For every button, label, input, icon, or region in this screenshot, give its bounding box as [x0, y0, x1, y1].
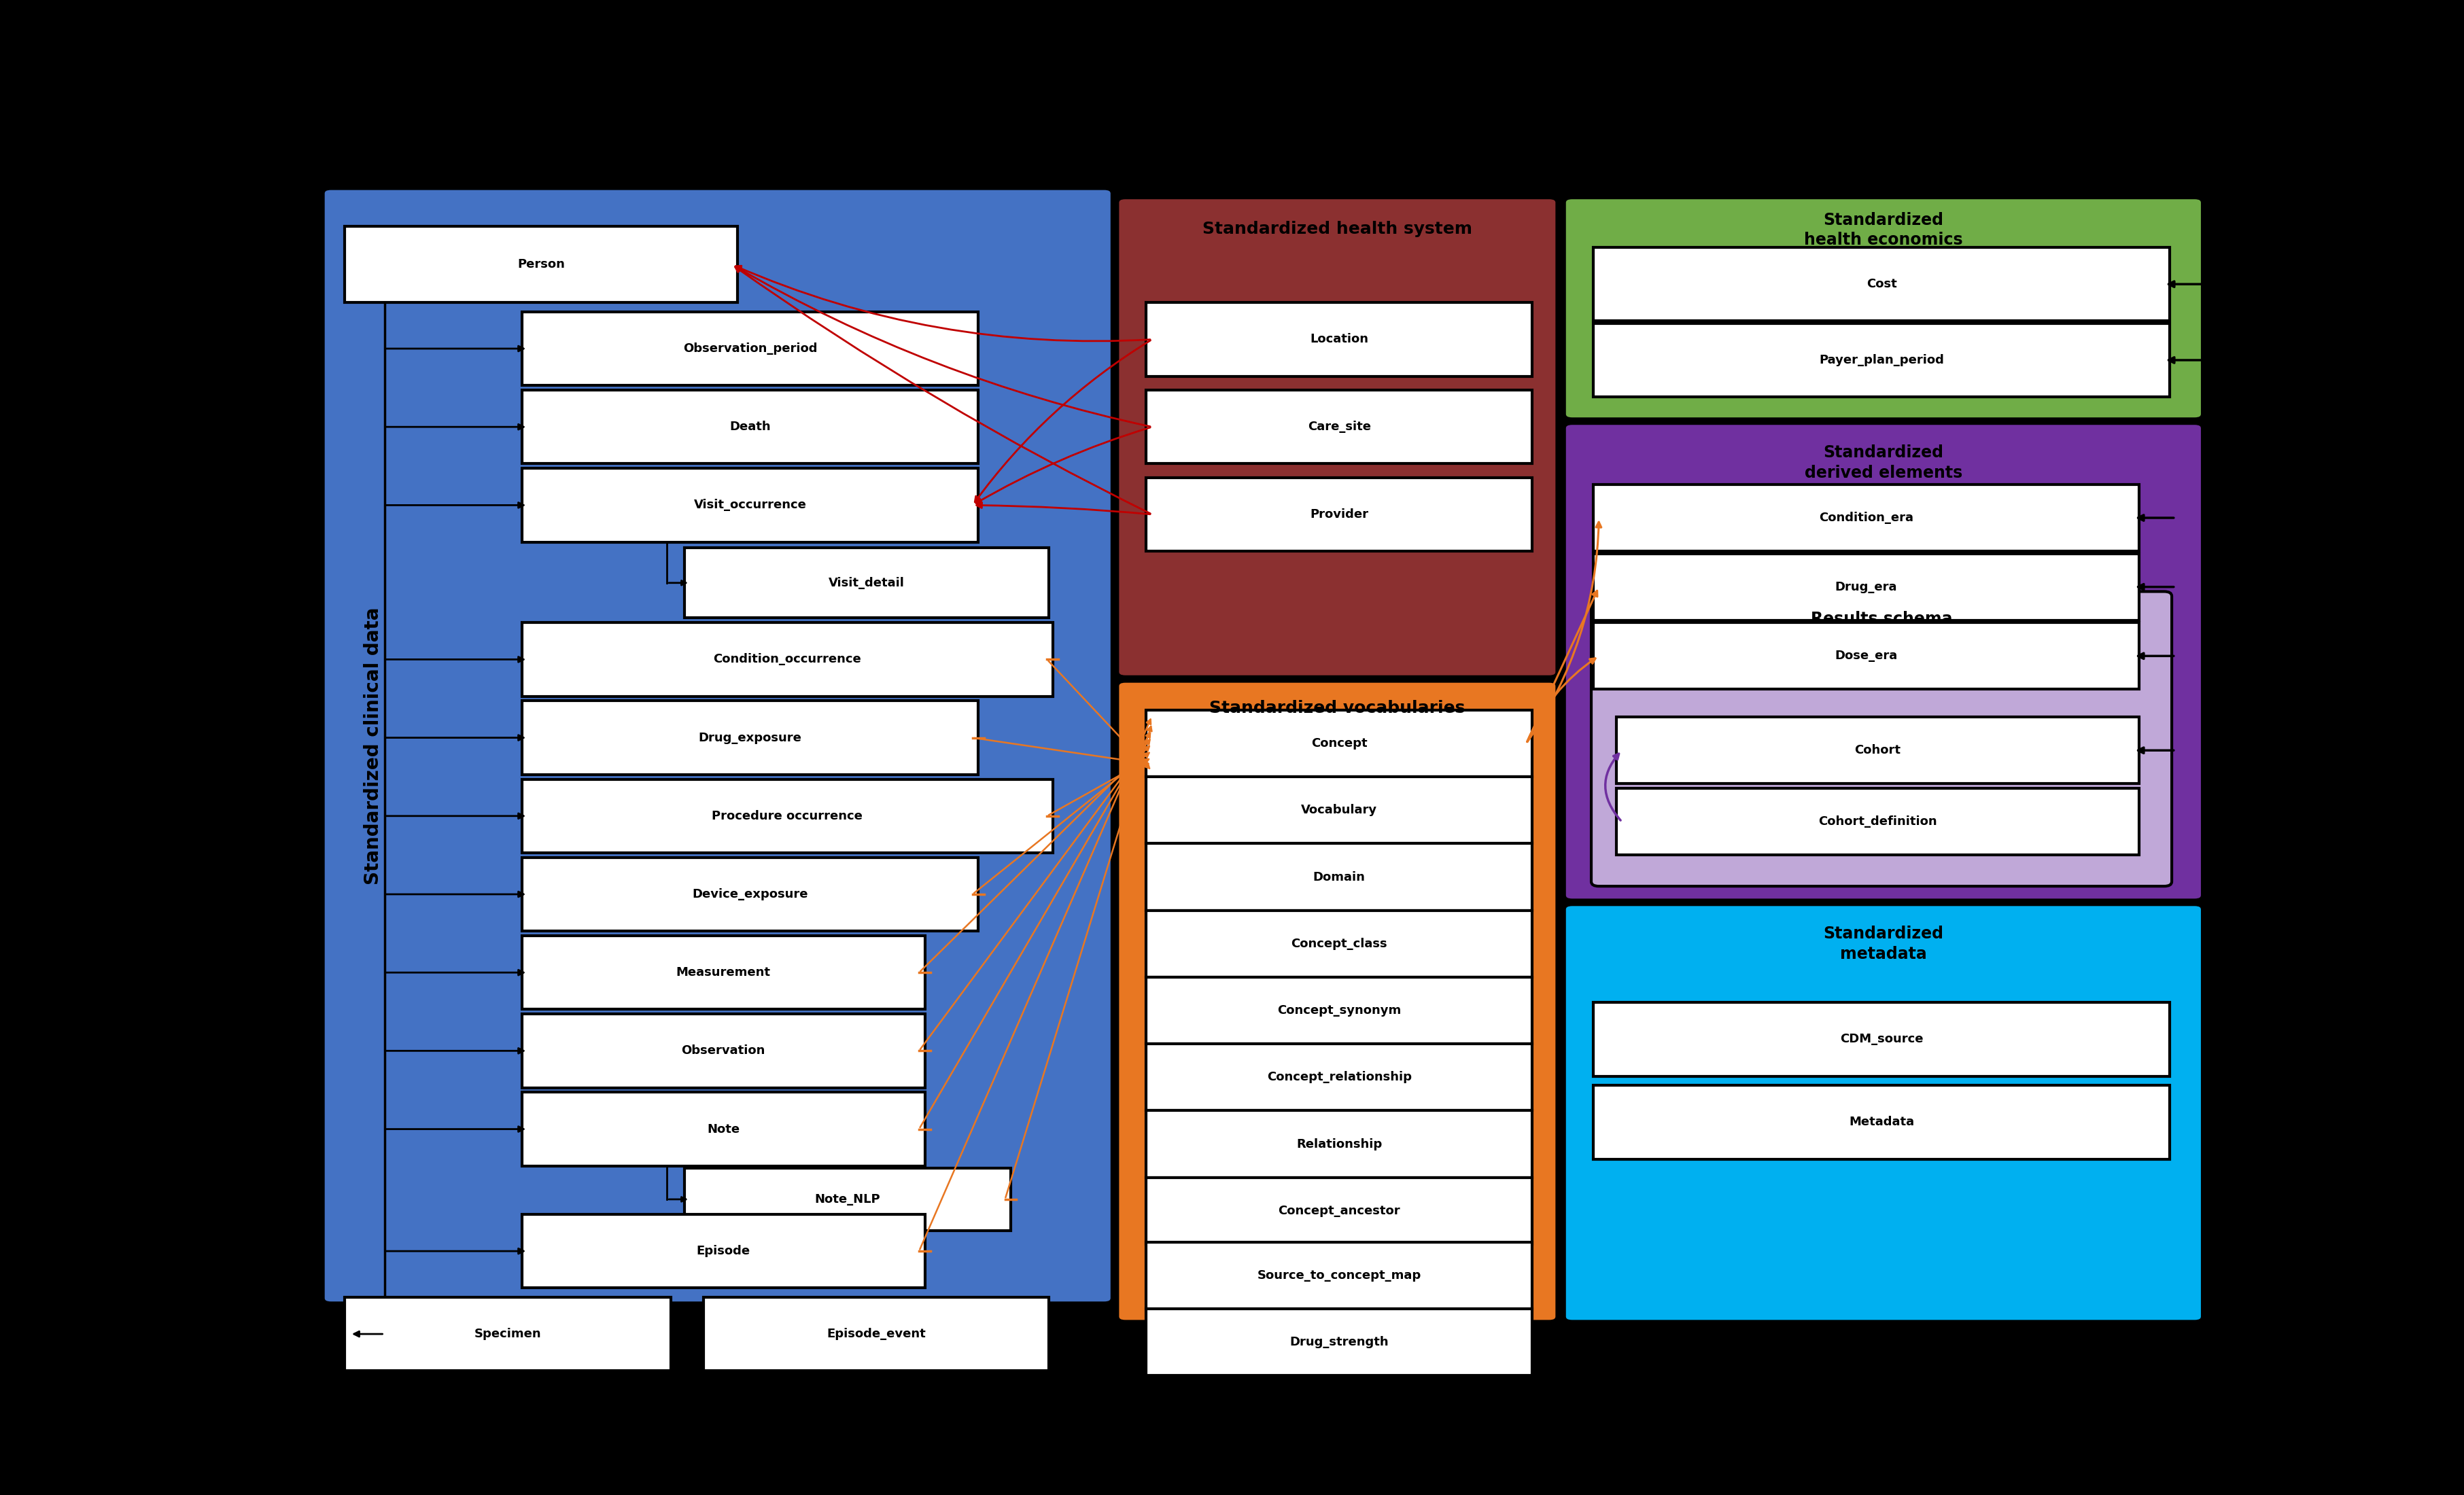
Text: Domain: Domain	[1313, 872, 1365, 884]
FancyBboxPatch shape	[1146, 390, 1533, 463]
Text: Concept_ancestor: Concept_ancestor	[1279, 1205, 1400, 1217]
FancyBboxPatch shape	[1119, 197, 1557, 677]
Text: Episode_event: Episode_event	[825, 1328, 926, 1340]
FancyBboxPatch shape	[1146, 477, 1533, 552]
FancyBboxPatch shape	[685, 1168, 1010, 1230]
FancyBboxPatch shape	[1592, 592, 2171, 887]
Text: Concept: Concept	[1311, 737, 1368, 749]
FancyBboxPatch shape	[1119, 682, 1557, 1322]
FancyBboxPatch shape	[1565, 423, 2203, 900]
FancyBboxPatch shape	[1146, 1242, 1533, 1308]
FancyBboxPatch shape	[702, 1298, 1050, 1371]
Text: Payer_plan_period: Payer_plan_period	[1818, 354, 1944, 366]
Text: Device_exposure: Device_exposure	[692, 888, 808, 900]
Text: Cohort: Cohort	[1855, 745, 1900, 756]
Text: Relationship: Relationship	[1296, 1138, 1382, 1150]
FancyBboxPatch shape	[1594, 553, 2139, 620]
Text: Concept_class: Concept_class	[1291, 937, 1387, 949]
Text: Care_site: Care_site	[1308, 420, 1370, 434]
FancyBboxPatch shape	[522, 622, 1052, 697]
FancyBboxPatch shape	[323, 188, 1111, 1304]
Text: Specimen: Specimen	[473, 1328, 542, 1340]
FancyBboxPatch shape	[1146, 843, 1533, 910]
Text: Measurement: Measurement	[675, 966, 771, 979]
Text: Visit_detail: Visit_detail	[828, 577, 904, 589]
FancyBboxPatch shape	[1616, 718, 2139, 783]
FancyBboxPatch shape	[1594, 622, 2139, 689]
Text: CDM_source: CDM_source	[1841, 1033, 1922, 1045]
Text: Death: Death	[729, 420, 771, 434]
Text: Standardized health system: Standardized health system	[1202, 221, 1471, 238]
FancyBboxPatch shape	[1594, 1085, 2171, 1159]
FancyBboxPatch shape	[685, 547, 1050, 617]
FancyBboxPatch shape	[522, 312, 978, 386]
Text: Concept_relationship: Concept_relationship	[1266, 1072, 1412, 1084]
FancyBboxPatch shape	[522, 701, 978, 774]
FancyBboxPatch shape	[345, 227, 737, 302]
FancyBboxPatch shape	[1565, 197, 2203, 419]
Text: Note_NLP: Note_NLP	[816, 1193, 880, 1205]
Text: Standardized
derived elements: Standardized derived elements	[1804, 444, 1961, 481]
Text: Metadata: Metadata	[1848, 1117, 1915, 1129]
Text: Standardized vocabularies: Standardized vocabularies	[1210, 700, 1466, 716]
FancyBboxPatch shape	[1146, 302, 1533, 377]
Text: Location: Location	[1311, 333, 1368, 345]
Text: Drug_exposure: Drug_exposure	[697, 731, 801, 745]
FancyBboxPatch shape	[1146, 1044, 1533, 1111]
FancyBboxPatch shape	[1146, 910, 1533, 978]
FancyBboxPatch shape	[1616, 788, 2139, 855]
Text: Provider: Provider	[1311, 508, 1368, 520]
FancyBboxPatch shape	[522, 1214, 924, 1289]
Text: Drug_strength: Drug_strength	[1289, 1337, 1390, 1348]
FancyBboxPatch shape	[522, 468, 978, 543]
Text: Dose_era: Dose_era	[1836, 650, 1897, 662]
FancyBboxPatch shape	[345, 1298, 670, 1371]
Text: Observation_period: Observation_period	[683, 342, 818, 354]
FancyBboxPatch shape	[1565, 904, 2203, 1322]
FancyBboxPatch shape	[1594, 484, 2139, 552]
FancyBboxPatch shape	[522, 858, 978, 931]
FancyBboxPatch shape	[522, 390, 978, 463]
FancyBboxPatch shape	[1146, 1178, 1533, 1244]
FancyBboxPatch shape	[1594, 323, 2171, 398]
FancyBboxPatch shape	[1146, 1308, 1533, 1375]
Text: Drug_era: Drug_era	[1836, 580, 1897, 594]
FancyBboxPatch shape	[522, 1014, 924, 1088]
FancyBboxPatch shape	[522, 936, 924, 1009]
Text: Note: Note	[707, 1123, 739, 1135]
FancyBboxPatch shape	[1146, 710, 1533, 777]
Text: Standardized clinical data: Standardized clinical data	[362, 607, 382, 885]
Text: Condition_occurrence: Condition_occurrence	[712, 653, 862, 665]
FancyBboxPatch shape	[1594, 1003, 2171, 1076]
FancyBboxPatch shape	[1146, 777, 1533, 843]
Text: Observation: Observation	[683, 1045, 766, 1057]
Text: Concept_synonym: Concept_synonym	[1276, 1005, 1402, 1017]
Text: Source_to_concept_map: Source_to_concept_map	[1257, 1269, 1422, 1281]
Text: Standardized
metadata: Standardized metadata	[1823, 925, 1944, 961]
Text: Standardized
health economics: Standardized health economics	[1804, 212, 1964, 248]
Text: Episode: Episode	[697, 1245, 749, 1257]
FancyBboxPatch shape	[522, 1093, 924, 1166]
Text: Condition_era: Condition_era	[1818, 511, 1915, 523]
FancyBboxPatch shape	[1594, 247, 2171, 321]
Text: Vocabulary: Vocabulary	[1301, 804, 1377, 816]
FancyBboxPatch shape	[522, 779, 1052, 852]
FancyBboxPatch shape	[1146, 1111, 1533, 1178]
Text: Cost: Cost	[1865, 278, 1897, 290]
Text: Procedure occurrence: Procedure occurrence	[712, 810, 862, 822]
Text: Cohort_definition: Cohort_definition	[1818, 816, 1937, 828]
Text: Results schema: Results schema	[1811, 611, 1951, 628]
FancyBboxPatch shape	[1146, 978, 1533, 1044]
Text: Visit_occurrence: Visit_occurrence	[695, 499, 806, 511]
Text: Person: Person	[517, 259, 564, 271]
